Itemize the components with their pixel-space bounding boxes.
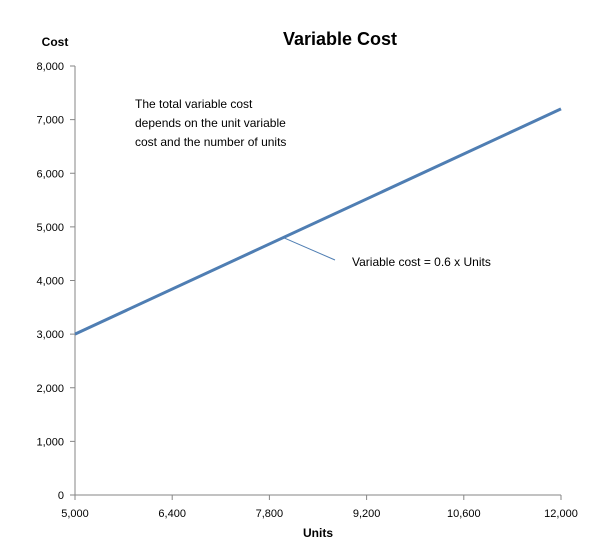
series-layer (74, 107, 562, 336)
annotation-formula: Variable cost = 0.6 x Units (352, 255, 491, 269)
x-tick-label: 7,800 (256, 508, 284, 520)
series-line (74, 107, 562, 336)
axes: 0 1,000 2,000 3,000 4,000 5,000 6,000 7,000 8,00… (36, 61, 577, 520)
annotation-leader-line (283, 237, 336, 261)
y-tick-label: 5,000 (36, 222, 64, 234)
x-axis-label: Units (303, 526, 333, 540)
y-tick-label: 3,000 (36, 329, 64, 341)
x-tick-label: 9,200 (353, 508, 381, 520)
x-tick-label: 5,000 (61, 508, 89, 520)
y-tick-label: 2,000 (36, 383, 64, 395)
y-tick-label: 1,000 (36, 436, 64, 448)
annotation-note: The total variable cost depends on the un… (135, 97, 286, 149)
y-tick-label: 8,000 (36, 61, 64, 73)
chart-title: Variable Cost (283, 29, 397, 49)
x-tick-label: 6,400 (158, 508, 186, 520)
x-tick-label: 10,600 (447, 508, 481, 520)
y-tick-label: 4,000 (36, 276, 64, 288)
y-tick-label: 7,000 (36, 115, 64, 127)
annotation-note-line: cost and the number of units (135, 135, 286, 149)
annotations-layer: The total variable cost depends on the un… (135, 97, 491, 269)
y-axis-label: Cost (42, 35, 69, 49)
annotation-note-line: depends on the unit variable (135, 116, 286, 130)
y-tick-label: 0 (58, 490, 64, 502)
y-tick-label: 6,000 (36, 168, 64, 180)
x-tick-label: 12,000 (544, 508, 578, 520)
annotation-note-line: The total variable cost (135, 97, 253, 111)
